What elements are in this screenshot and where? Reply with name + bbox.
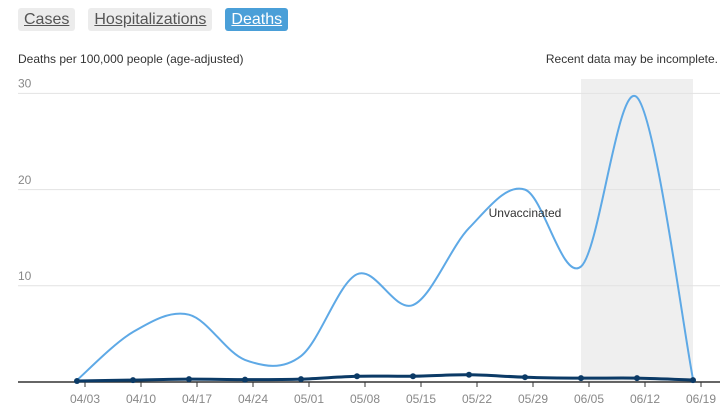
point [578, 375, 584, 382]
y-tick-label: 30 [18, 77, 32, 91]
x-tick-label: 04/17 [182, 392, 212, 406]
incomplete-region [581, 79, 693, 382]
point [186, 376, 192, 383]
x-tick-label: 05/08 [350, 392, 380, 406]
tab-bar: Cases Hospitalizations Deaths [18, 8, 289, 31]
x-tick-label: 05/22 [462, 392, 492, 406]
point [634, 375, 640, 382]
point [74, 378, 80, 385]
series-line [76, 94, 694, 381]
x-tick-label: 05/15 [406, 392, 436, 406]
x-tick-label: 04/24 [238, 392, 268, 406]
point [690, 377, 696, 384]
tab[interactable]: Hospitalizations [88, 8, 213, 31]
tab[interactable]: Deaths [225, 8, 289, 31]
point [130, 377, 136, 384]
tab[interactable]: Cases [18, 8, 76, 31]
point [298, 376, 304, 383]
point [242, 376, 248, 383]
chart-note: Recent data may be incomplete. [546, 52, 718, 66]
point [410, 373, 416, 380]
y-tick-label: 20 [18, 173, 32, 187]
series-line [76, 373, 694, 383]
point [466, 371, 472, 378]
x-tick-label: 04/03 [70, 392, 100, 406]
x-tick-label: 06/05 [574, 392, 604, 406]
point [354, 373, 360, 380]
x-tick-label: 04/10 [126, 392, 156, 406]
x-tick-label: 05/29 [518, 392, 548, 406]
chart-subtitle: Deaths per 100,000 people (age-adjusted) [18, 52, 244, 66]
x-tick-label: 06/19 [686, 392, 716, 406]
point [522, 374, 528, 381]
x-tick-label: 06/12 [630, 392, 660, 406]
y-tick-label: 10 [18, 269, 32, 283]
x-tick-label: 05/01 [294, 392, 324, 406]
series-label: Unvaccinated [489, 206, 562, 220]
